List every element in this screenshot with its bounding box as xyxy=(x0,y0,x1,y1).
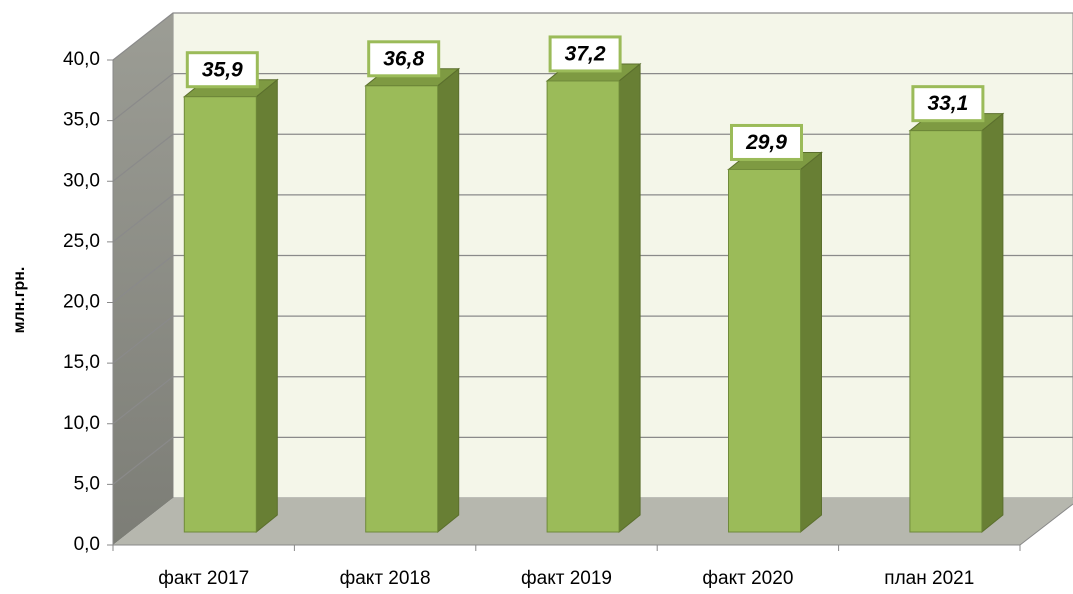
data-label: 35,9 xyxy=(202,58,243,81)
y-tick-label: 25,0 xyxy=(63,231,100,252)
data-label-box xyxy=(911,85,985,123)
bar xyxy=(909,130,983,533)
bar xyxy=(365,85,439,533)
y-tick-label: 10,0 xyxy=(63,413,100,434)
data-label: 36,8 xyxy=(383,47,424,70)
y-tick-label: 20,0 xyxy=(63,292,100,313)
data-label: 29,9 xyxy=(745,131,787,154)
grid-line xyxy=(112,73,1073,122)
bar-side xyxy=(618,62,641,534)
x-tick-label: факт 2019 xyxy=(521,568,612,589)
y-tick-label: 35,0 xyxy=(63,110,100,131)
data-label: 33,1 xyxy=(927,92,968,115)
x-tick-label: факт 2020 xyxy=(702,568,793,589)
y-tick-label: 40,0 xyxy=(63,49,100,70)
data-label-box xyxy=(548,35,622,73)
x-tick-label: факт 2018 xyxy=(340,568,431,589)
bar-side xyxy=(437,67,460,534)
bar xyxy=(728,168,801,533)
y-tick-label: 30,0 xyxy=(63,170,100,191)
grid-line xyxy=(112,12,1073,61)
x-tick-label: факт 2017 xyxy=(158,568,249,589)
y-tick-label: 15,0 xyxy=(63,352,100,373)
data-label: 37,2 xyxy=(565,42,606,65)
data-label-box xyxy=(367,40,441,78)
y-tick-label: 0,0 xyxy=(74,534,100,555)
data-label-box xyxy=(730,123,803,161)
y-tick-label: 5,0 xyxy=(74,473,100,494)
x-tick-label: план 2021 xyxy=(884,568,974,589)
data-label-box xyxy=(185,51,259,89)
bar-side xyxy=(800,151,822,534)
bar xyxy=(546,80,620,533)
y-axis-title: млн.грн. xyxy=(11,267,28,334)
floor-edge xyxy=(1019,503,1073,546)
bar xyxy=(183,96,257,533)
bar-side xyxy=(255,78,278,534)
bar-side xyxy=(981,112,1004,534)
